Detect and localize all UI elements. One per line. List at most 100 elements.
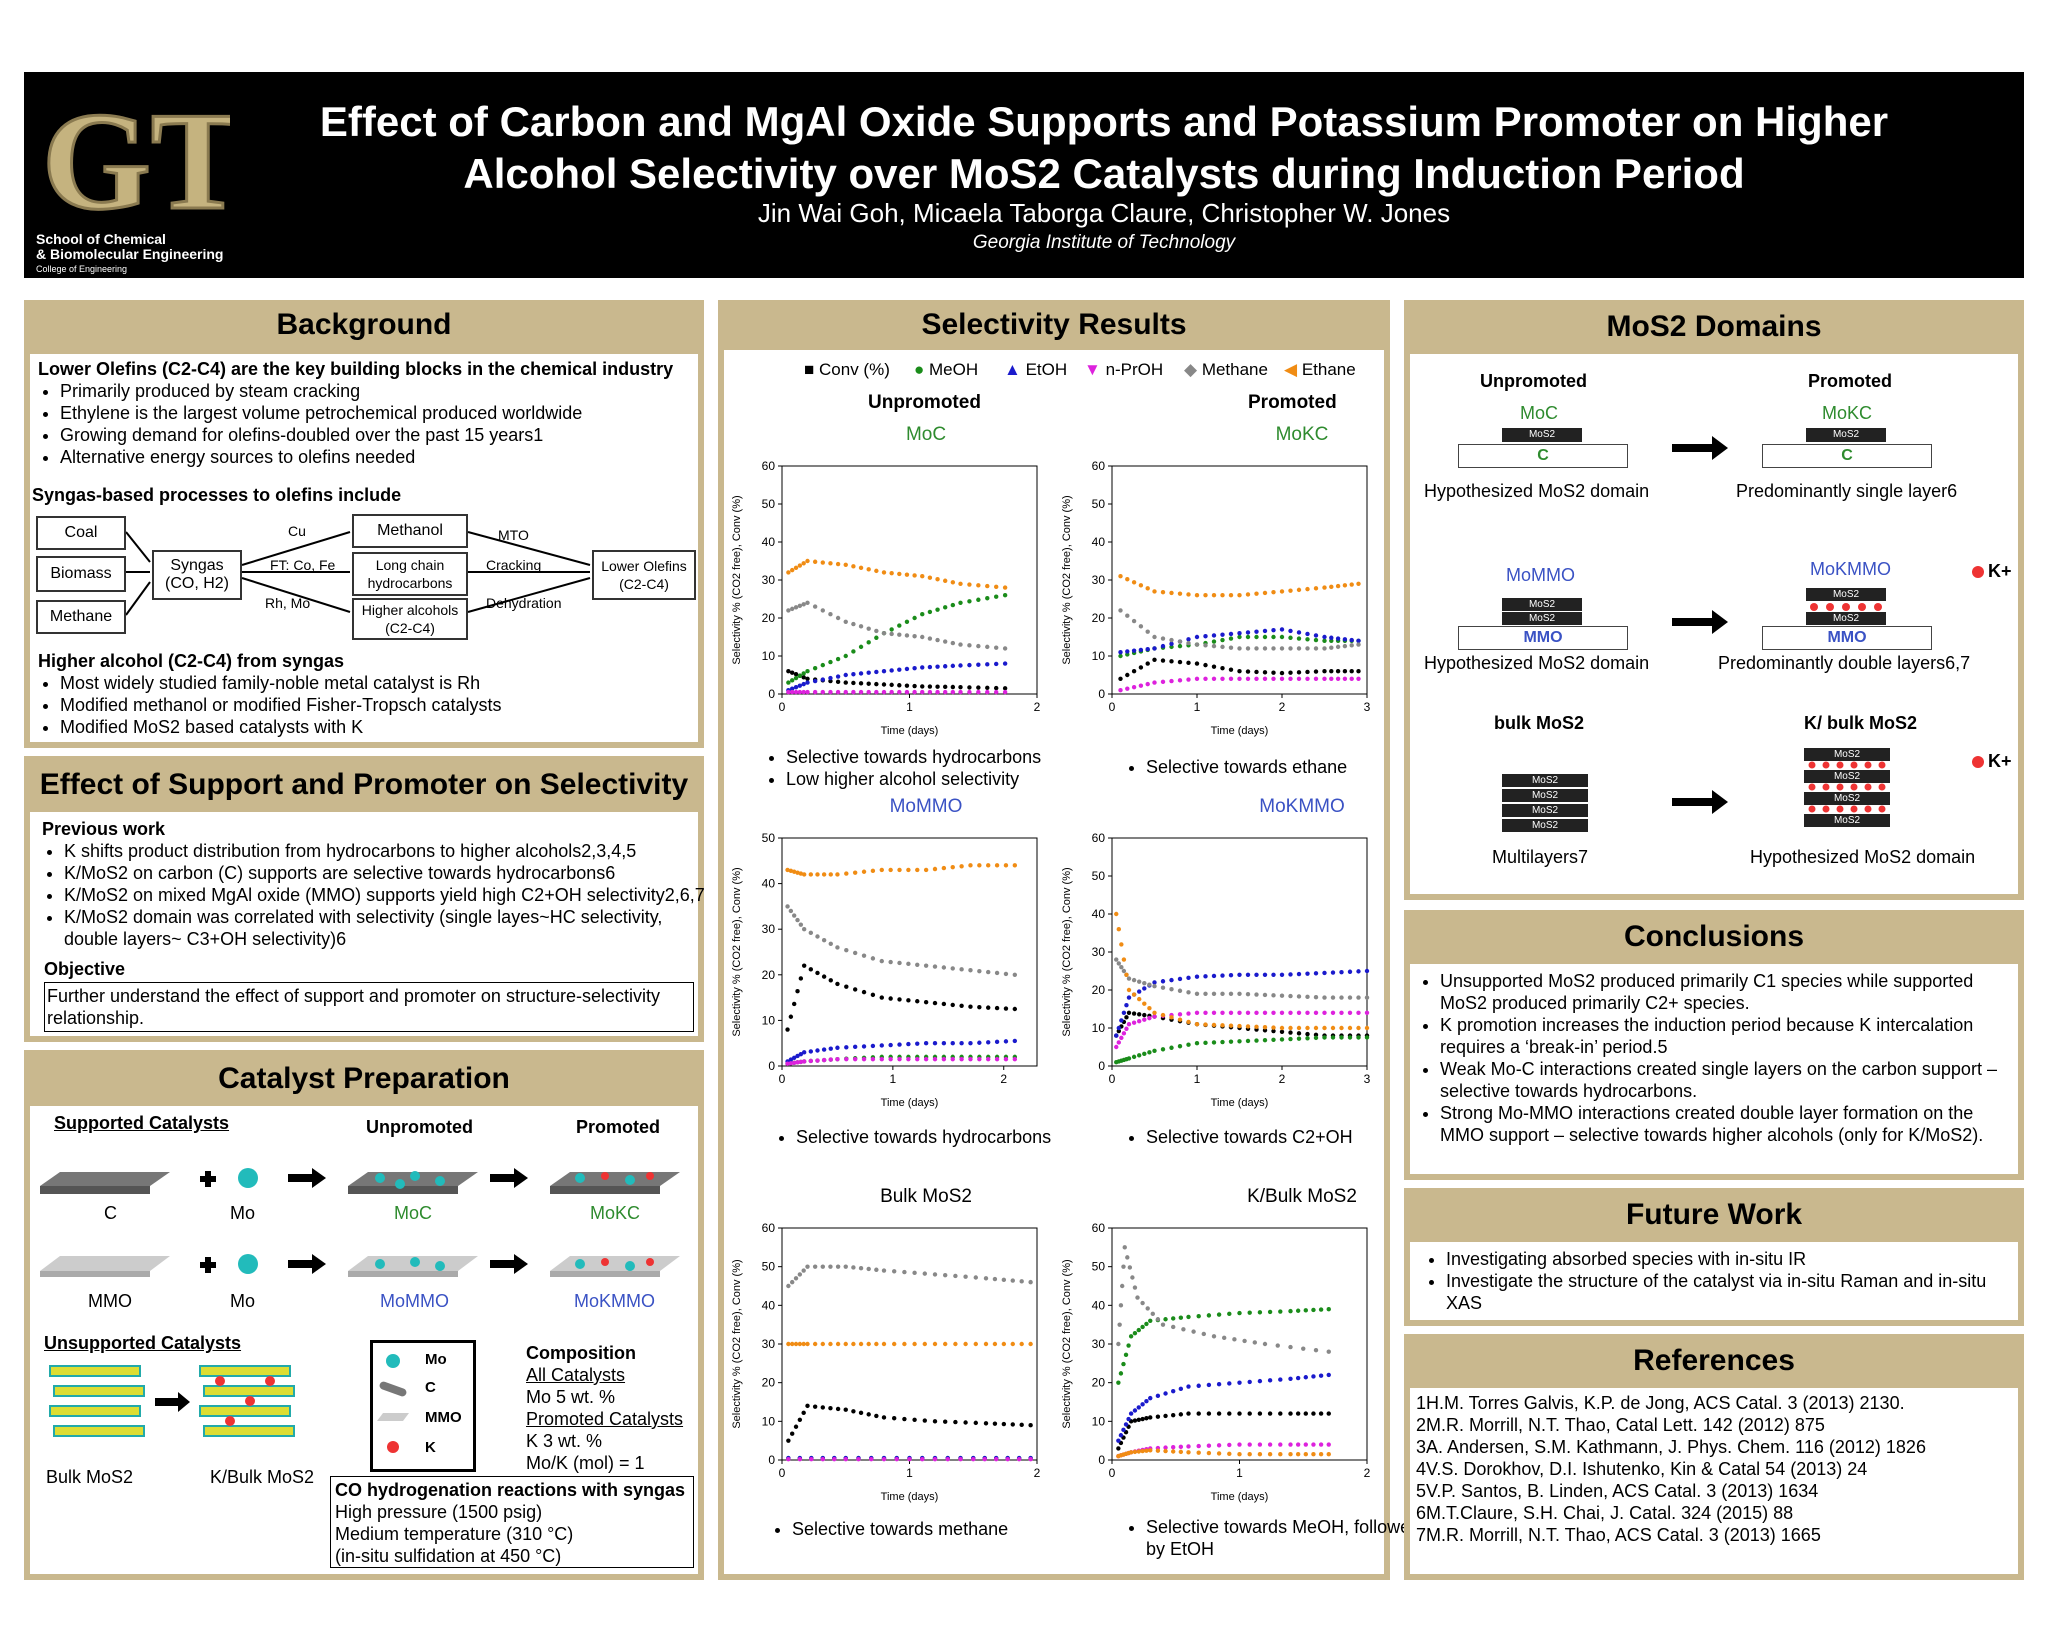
data-point: [1254, 1024, 1259, 1030]
data-point: [874, 568, 879, 574]
data-point: [801, 671, 806, 676]
data-point: [1196, 1313, 1201, 1319]
data-point: [977, 863, 982, 868]
data-point: [812, 604, 818, 609]
data-point: [1002, 689, 1008, 695]
data-point: [1118, 650, 1123, 655]
data-point: [1288, 1442, 1293, 1447]
data-point: [950, 580, 956, 585]
data-point: [1237, 1452, 1242, 1457]
data-point: [1178, 1412, 1184, 1417]
y-tick-label: 40: [762, 535, 776, 549]
data-point: [904, 633, 910, 638]
coal-box: Coal: [36, 516, 126, 550]
data-point: [798, 1059, 804, 1065]
data-point: [858, 565, 864, 571]
data-point: [1028, 1341, 1033, 1347]
data-point: [1145, 629, 1150, 634]
data-point: [1254, 972, 1259, 977]
x-axis-label: Time (days): [1211, 1491, 1269, 1503]
future-body: Investigating absorbed species with in-s…: [1410, 1242, 2018, 1320]
y-tick-label: 30: [1092, 1337, 1106, 1351]
data-point: [1211, 593, 1217, 598]
chart-title: MoC: [905, 424, 947, 445]
data-point: [1178, 1315, 1184, 1320]
data-point: [953, 1419, 958, 1425]
data-point: [959, 1041, 964, 1046]
data-point: [889, 631, 894, 637]
data-point: [1148, 1415, 1153, 1420]
mos2-layer: MoS2: [1502, 804, 1588, 817]
data-point: [904, 572, 910, 577]
data-point: [1347, 995, 1353, 1000]
data-point: [968, 1041, 973, 1046]
data-point: [906, 1041, 911, 1047]
data-point: [1326, 1442, 1331, 1447]
composition-line: Promoted Catalysts: [526, 1409, 684, 1429]
data-point: [1227, 1381, 1232, 1386]
data-point: [953, 1341, 958, 1347]
data-point: [1186, 640, 1191, 646]
data-point: [1145, 646, 1150, 652]
data-point: [1252, 1340, 1257, 1345]
data-point: [943, 1341, 948, 1347]
data-point: [906, 998, 911, 1003]
reference-item: 5V.P. Santos, B. Linden, ACS Catal. 3 (2…: [1416, 1481, 1819, 1501]
data-point: [927, 636, 933, 641]
higher-alcohols-box: Higher alcohols (C2-C4): [352, 598, 468, 640]
data-point: [1131, 648, 1137, 653]
data-point: [797, 683, 803, 688]
data-point: [1186, 990, 1191, 995]
data-point: [1254, 992, 1259, 997]
data-point: [904, 666, 910, 672]
mos2-layer: MoS2: [1502, 789, 1588, 802]
data-point: [958, 689, 963, 695]
data-point: [1279, 1025, 1285, 1031]
data-point: [1136, 1405, 1141, 1410]
data-point: [1169, 659, 1174, 664]
previous-work-list: K shifts product distribution from hydro…: [42, 840, 705, 950]
chart-mokc: 0 10 20 30 40 50 60 0 1 2 3 Time (days) Selectivity …: [1054, 446, 1389, 742]
mokmmo-domain: MoS2 MoS2 MMO: [1762, 588, 1934, 650]
data-point: [963, 1420, 968, 1425]
conclusions-list: Unsupported MoS2 produced primarily C1 s…: [1418, 970, 2010, 1146]
data-point: [1349, 637, 1354, 643]
data-point: [1245, 1038, 1251, 1044]
svg-text:GT: GT: [42, 90, 230, 239]
school-line: & Biomolecular Engineering: [36, 246, 224, 262]
data-point: [1329, 584, 1334, 590]
data-point: [881, 1457, 887, 1462]
data-point: [1267, 1442, 1273, 1447]
data-point: [1296, 587, 1302, 593]
data-point: [1301, 1346, 1306, 1351]
x-tick-label: 0: [779, 1466, 786, 1480]
data-point: [1118, 688, 1123, 693]
data-point: [920, 1457, 925, 1462]
y-tick-label: 50: [1092, 869, 1106, 883]
data-point: [968, 968, 973, 973]
data-point: [1116, 1040, 1121, 1045]
data-point: [920, 612, 925, 617]
data-point: [808, 967, 814, 972]
data-point: [1296, 646, 1302, 651]
data-point: [1163, 1391, 1168, 1396]
data-point: [861, 1044, 867, 1049]
data-point: [1186, 660, 1191, 666]
data-point: [861, 953, 867, 958]
c-label: C: [104, 1203, 117, 1223]
data-point: [1335, 669, 1341, 674]
data-point: [923, 1056, 929, 1062]
data-point: [1003, 863, 1009, 868]
data-point: [835, 981, 840, 987]
data-point: [788, 1014, 794, 1019]
note-item: Selective towards ethane: [1146, 756, 1347, 778]
data-point: [1295, 1308, 1301, 1313]
data-point: [1262, 676, 1268, 681]
data-point: [812, 665, 818, 671]
data-point: [1028, 1279, 1033, 1285]
data-point: [793, 689, 799, 695]
data-point: [986, 969, 991, 975]
data-point: [844, 947, 849, 953]
x-axis-label: Time (days): [1211, 725, 1269, 737]
data-point: [1001, 1341, 1007, 1347]
